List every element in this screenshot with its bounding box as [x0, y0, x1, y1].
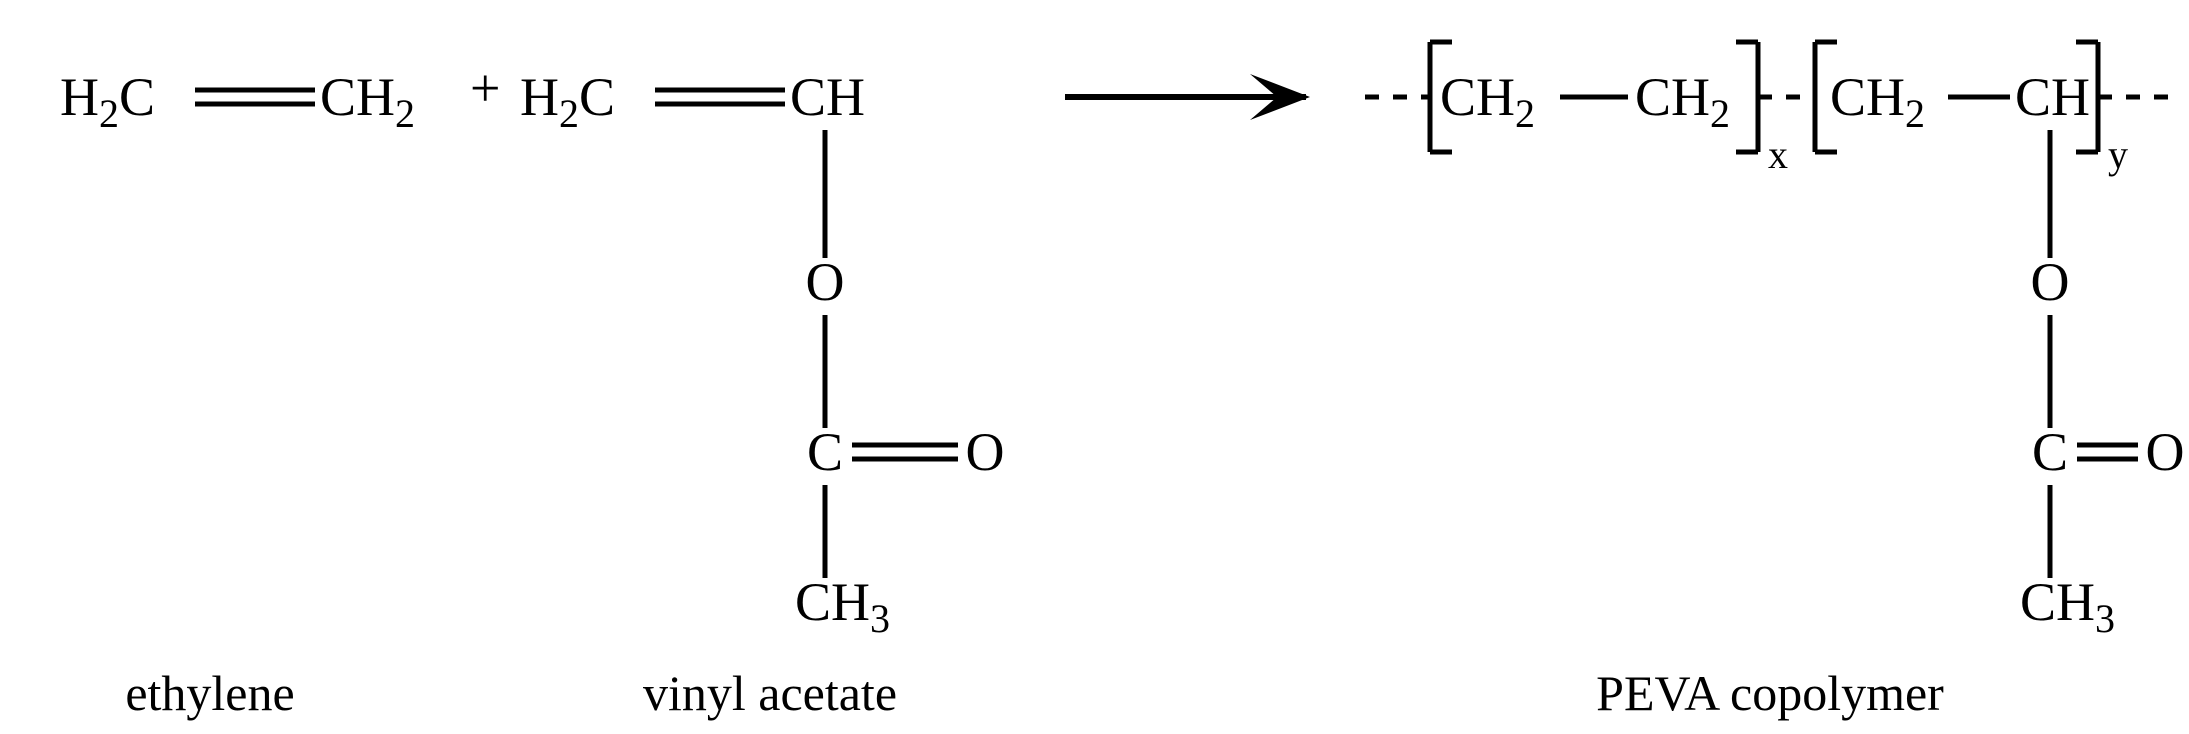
- atom-va_ch: CH: [790, 67, 865, 127]
- label-ethylene: ethylene: [125, 665, 294, 721]
- atom-p1_ch2a: CH2: [1440, 67, 1535, 136]
- atom-va_oside: O: [966, 422, 1005, 482]
- atom-va_ch3: CH3: [795, 572, 890, 641]
- atom-p_c: C: [2032, 422, 2068, 482]
- bracket-b1_right: [1736, 42, 1758, 152]
- atom-eth_h2c: H2C: [60, 67, 155, 136]
- atom-eth_ch2: CH2: [320, 67, 415, 136]
- bond-va_dbl: [655, 90, 785, 104]
- atom-va_c: C: [807, 422, 843, 482]
- atom-plus: +: [470, 58, 500, 118]
- atom-p2_ch: CH: [2015, 67, 2090, 127]
- reaction-arrow: [1065, 74, 1310, 120]
- atom-va_h2c: H2C: [520, 67, 615, 136]
- atom-p_o: O: [2031, 252, 2070, 312]
- atom-p_ch3: CH3: [2020, 572, 2115, 641]
- label-vinyl_acetate: vinyl acetate: [643, 665, 897, 721]
- atom-va_o: O: [806, 252, 845, 312]
- bracket-sub-b2_right: y: [2108, 132, 2128, 177]
- atom-p1_ch2b: CH2: [1635, 67, 1730, 136]
- bond-eth_dbl: [195, 90, 315, 104]
- bond-va_co: [852, 445, 958, 459]
- atom-p_oside: O: [2146, 422, 2185, 482]
- label-peva: PEVA copolymer: [1596, 665, 1944, 721]
- bond-p_co: [2077, 445, 2138, 459]
- atom-p2_ch2: CH2: [1830, 67, 1925, 136]
- bracket-sub-b1_right: x: [1768, 132, 1788, 177]
